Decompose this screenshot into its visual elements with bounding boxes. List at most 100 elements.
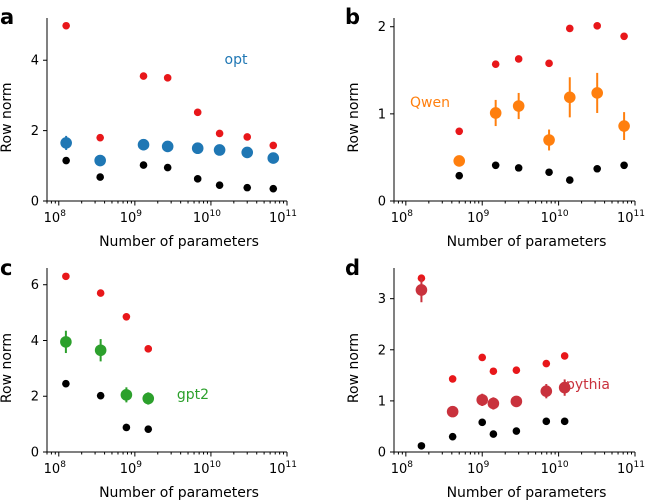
max-point: [489, 367, 498, 376]
mean-point: [489, 107, 502, 119]
mean-point: [591, 87, 603, 99]
min-point: [417, 442, 426, 450]
x-tick-label: 1011: [617, 460, 645, 477]
panel-d: 0 1 2 3 108 109 1010 1011 Number of parameters Ro…: [345, 256, 645, 501]
mean-point: [415, 284, 428, 296]
panel-a: 0 2 4 108 109 1010 1011 Number of parameters Row…: [0, 5, 297, 250]
min-point: [560, 417, 569, 426]
y-tick-label: 1: [378, 394, 386, 409]
mean-point: [512, 100, 525, 112]
y-tick-label: 1: [378, 107, 386, 122]
min-point: [62, 156, 70, 165]
min-point: [512, 427, 521, 435]
panel-letter: c: [0, 256, 12, 280]
max-point: [215, 129, 224, 138]
model-label: Qwen: [410, 95, 450, 111]
mean-point: [137, 138, 150, 151]
max-point: [593, 22, 601, 30]
panel-c: 0 2 4 6 108 109 1010 1011 Number of parameters Ro…: [0, 256, 297, 501]
mean-point: [120, 389, 133, 401]
max-point: [620, 32, 628, 41]
max-point: [243, 133, 252, 141]
max-point: [96, 133, 104, 142]
y-tick-label: 0: [31, 195, 39, 210]
min-point: [620, 161, 628, 170]
y-tick-label: 0: [378, 446, 386, 461]
min-point: [96, 391, 105, 400]
model-label: opt: [225, 52, 248, 68]
y-tick-label: 0: [31, 446, 39, 461]
x-tick-label: 1011: [269, 460, 297, 477]
x-tick-label: 1010: [193, 209, 221, 226]
min-point: [514, 164, 523, 172]
model-label: pythia: [566, 377, 610, 393]
min-point: [96, 173, 104, 181]
y-tick-label: 2: [378, 20, 386, 35]
x-tick-label: 109: [467, 460, 490, 477]
min-point: [243, 183, 252, 192]
min-point: [269, 184, 278, 193]
x-tick-label: 108: [391, 460, 414, 477]
min-point: [593, 164, 601, 173]
model-label: gpt2: [177, 387, 209, 403]
mean-point: [94, 344, 107, 357]
min-point: [565, 176, 574, 184]
y-tick-label: 2: [378, 343, 386, 358]
mean-point: [510, 395, 523, 408]
mean-point: [191, 142, 204, 155]
mean-point: [446, 405, 459, 418]
min-point: [545, 168, 553, 177]
x-axis-label: Number of parameters: [99, 485, 259, 501]
y-tick-label: 4: [31, 334, 39, 349]
mean-point: [618, 120, 630, 132]
mean-point: [476, 394, 489, 406]
y-tick-label: 2: [31, 124, 39, 139]
x-tick-label: 1010: [193, 460, 221, 477]
mean-point: [241, 146, 254, 159]
mean-point: [213, 144, 226, 156]
x-tick-label: 108: [391, 209, 414, 226]
x-tick-label: 109: [120, 209, 143, 226]
max-point: [560, 352, 569, 360]
max-point: [193, 108, 202, 117]
max-point: [514, 55, 523, 63]
min-point: [455, 171, 464, 180]
y-tick-label: 2: [31, 390, 39, 405]
x-tick-label: 109: [467, 209, 490, 226]
max-point: [545, 59, 553, 68]
x-tick-label: 1011: [617, 209, 645, 226]
y-axis-label: Row norm: [0, 333, 15, 403]
max-point: [139, 72, 148, 80]
max-point: [96, 289, 105, 297]
min-point: [139, 161, 148, 169]
min-point: [144, 425, 153, 433]
mean-point: [94, 154, 106, 167]
mean-point: [267, 152, 280, 164]
mean-point: [60, 336, 72, 348]
x-tick-label: 1010: [541, 209, 569, 226]
y-axis-label: Row norm: [346, 333, 362, 403]
max-point: [455, 127, 464, 136]
x-axis-label: Number of parameters: [99, 234, 259, 250]
x-tick-label: 1010: [541, 460, 569, 477]
min-point: [448, 432, 457, 441]
x-tick-label: 108: [44, 460, 67, 477]
panel-b: 0 1 2 108 109 1010 1011 Number of parameters Row…: [345, 5, 645, 250]
x-tick-label: 108: [44, 209, 67, 226]
y-axis-label: Row norm: [0, 82, 15, 152]
min-point: [491, 161, 500, 170]
max-point: [565, 24, 574, 33]
min-point: [489, 430, 498, 438]
y-tick-label: 4: [31, 54, 39, 69]
y-axis-label: Row norm: [346, 82, 362, 152]
min-point: [163, 163, 172, 172]
y-tick-label: 6: [31, 278, 39, 293]
max-point: [122, 312, 131, 321]
max-point: [448, 375, 457, 383]
max-point: [144, 345, 153, 353]
x-tick-label: 1011: [269, 209, 297, 226]
min-point: [122, 423, 131, 432]
mean-point: [487, 397, 500, 410]
mean-point: [558, 381, 571, 394]
